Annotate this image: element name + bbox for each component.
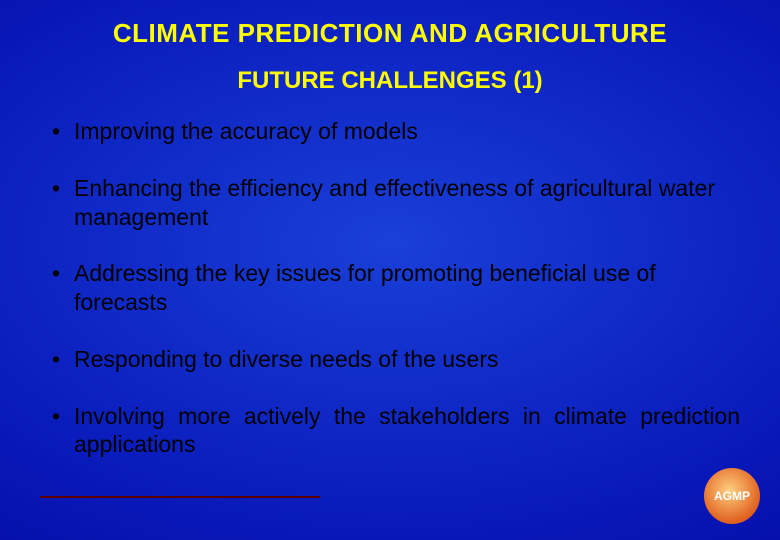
bullet-item: Addressing the key issues for promoting … (48, 259, 740, 317)
slide: CLIMATE PREDICTION AND AGRICULTURE FUTUR… (0, 0, 780, 540)
slide-title: CLIMATE PREDICTION AND AGRICULTURE (40, 18, 740, 49)
agmp-badge: AGMP (704, 468, 760, 524)
badge-label: AGMP (714, 489, 750, 503)
divider-line (40, 496, 320, 498)
bullet-list: Improving the accuracy of models Enhanci… (40, 117, 740, 459)
bullet-item: Responding to diverse needs of the users (48, 345, 740, 374)
bullet-item: Involving more actively the stakeholders… (48, 402, 740, 460)
bullet-item: Enhancing the efficiency and effectivene… (48, 174, 740, 232)
slide-subtitle: FUTURE CHALLENGES (1) (40, 67, 740, 95)
bullet-item: Improving the accuracy of models (48, 117, 740, 146)
